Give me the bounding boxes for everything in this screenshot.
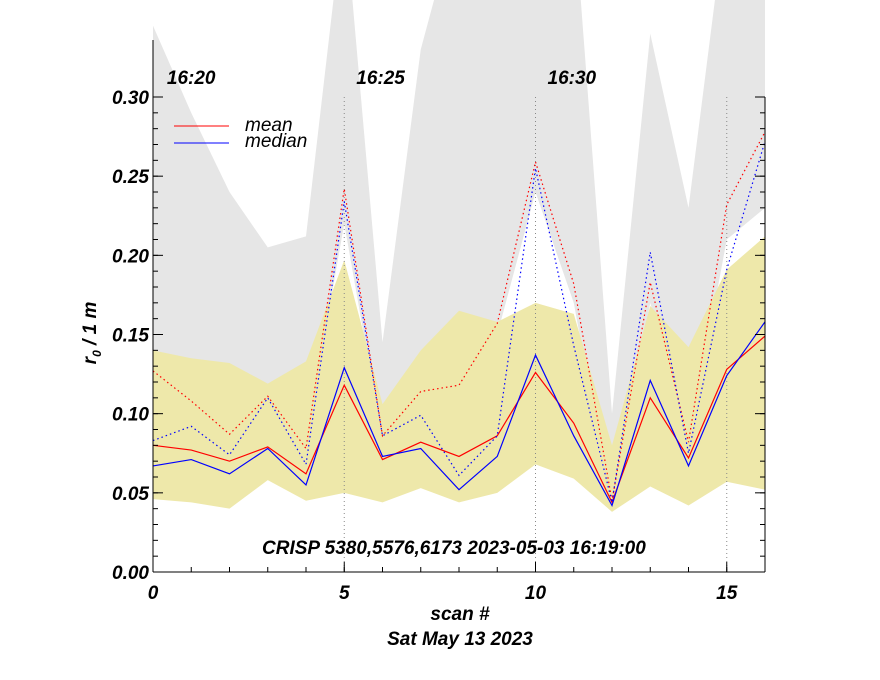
x-axis-title: scan # [430,604,490,625]
ticks-layer [152,96,766,573]
y-tick-label-5: 0.25 [112,167,149,188]
top-time-label-1: 16:25 [356,68,405,89]
chart-annotation: CRISP 5380,5576,6173 2023-05-03 16:19:00 [262,538,646,559]
x-axis-date: Sat May 13 2023 [387,629,533,650]
bands-layer [153,0,765,512]
y-tick-label-2: 0.10 [112,405,149,426]
y-tick-label-1: 0.05 [112,484,149,505]
x-tick-label-1: 5 [339,583,350,604]
series-dotted-2-line [152,131,766,501]
top-time-label-0: 16:20 [167,68,216,89]
y-tick-label-3: 0.15 [112,326,149,347]
legend: mean median [174,115,307,152]
y-axis-title: r0 / 1 m [80,302,104,365]
x-tick-label-0: 0 [148,583,159,604]
series-layer [152,131,766,508]
y-tick-label-0: 0.00 [112,563,149,584]
x-tick-label-3: 15 [716,583,738,604]
x-tick-label-2: 10 [525,583,547,604]
legend-mean-label: mean [245,115,293,136]
y-tick-label-6: 0.30 [112,88,149,109]
series-mean-line [152,335,766,504]
band-1 [153,236,765,512]
legend-median-label: median [245,131,307,152]
series-median-line [152,321,766,508]
tick-labels-layer: 0.00 0.05 0.10 0.15 0.20 0.25 0.30 0 5 10 15 16:20 1… [112,68,738,604]
series-dotted-3-line [152,141,766,503]
y-tick-label-4: 0.20 [112,246,149,267]
top-time-label-2: 16:30 [548,68,597,89]
